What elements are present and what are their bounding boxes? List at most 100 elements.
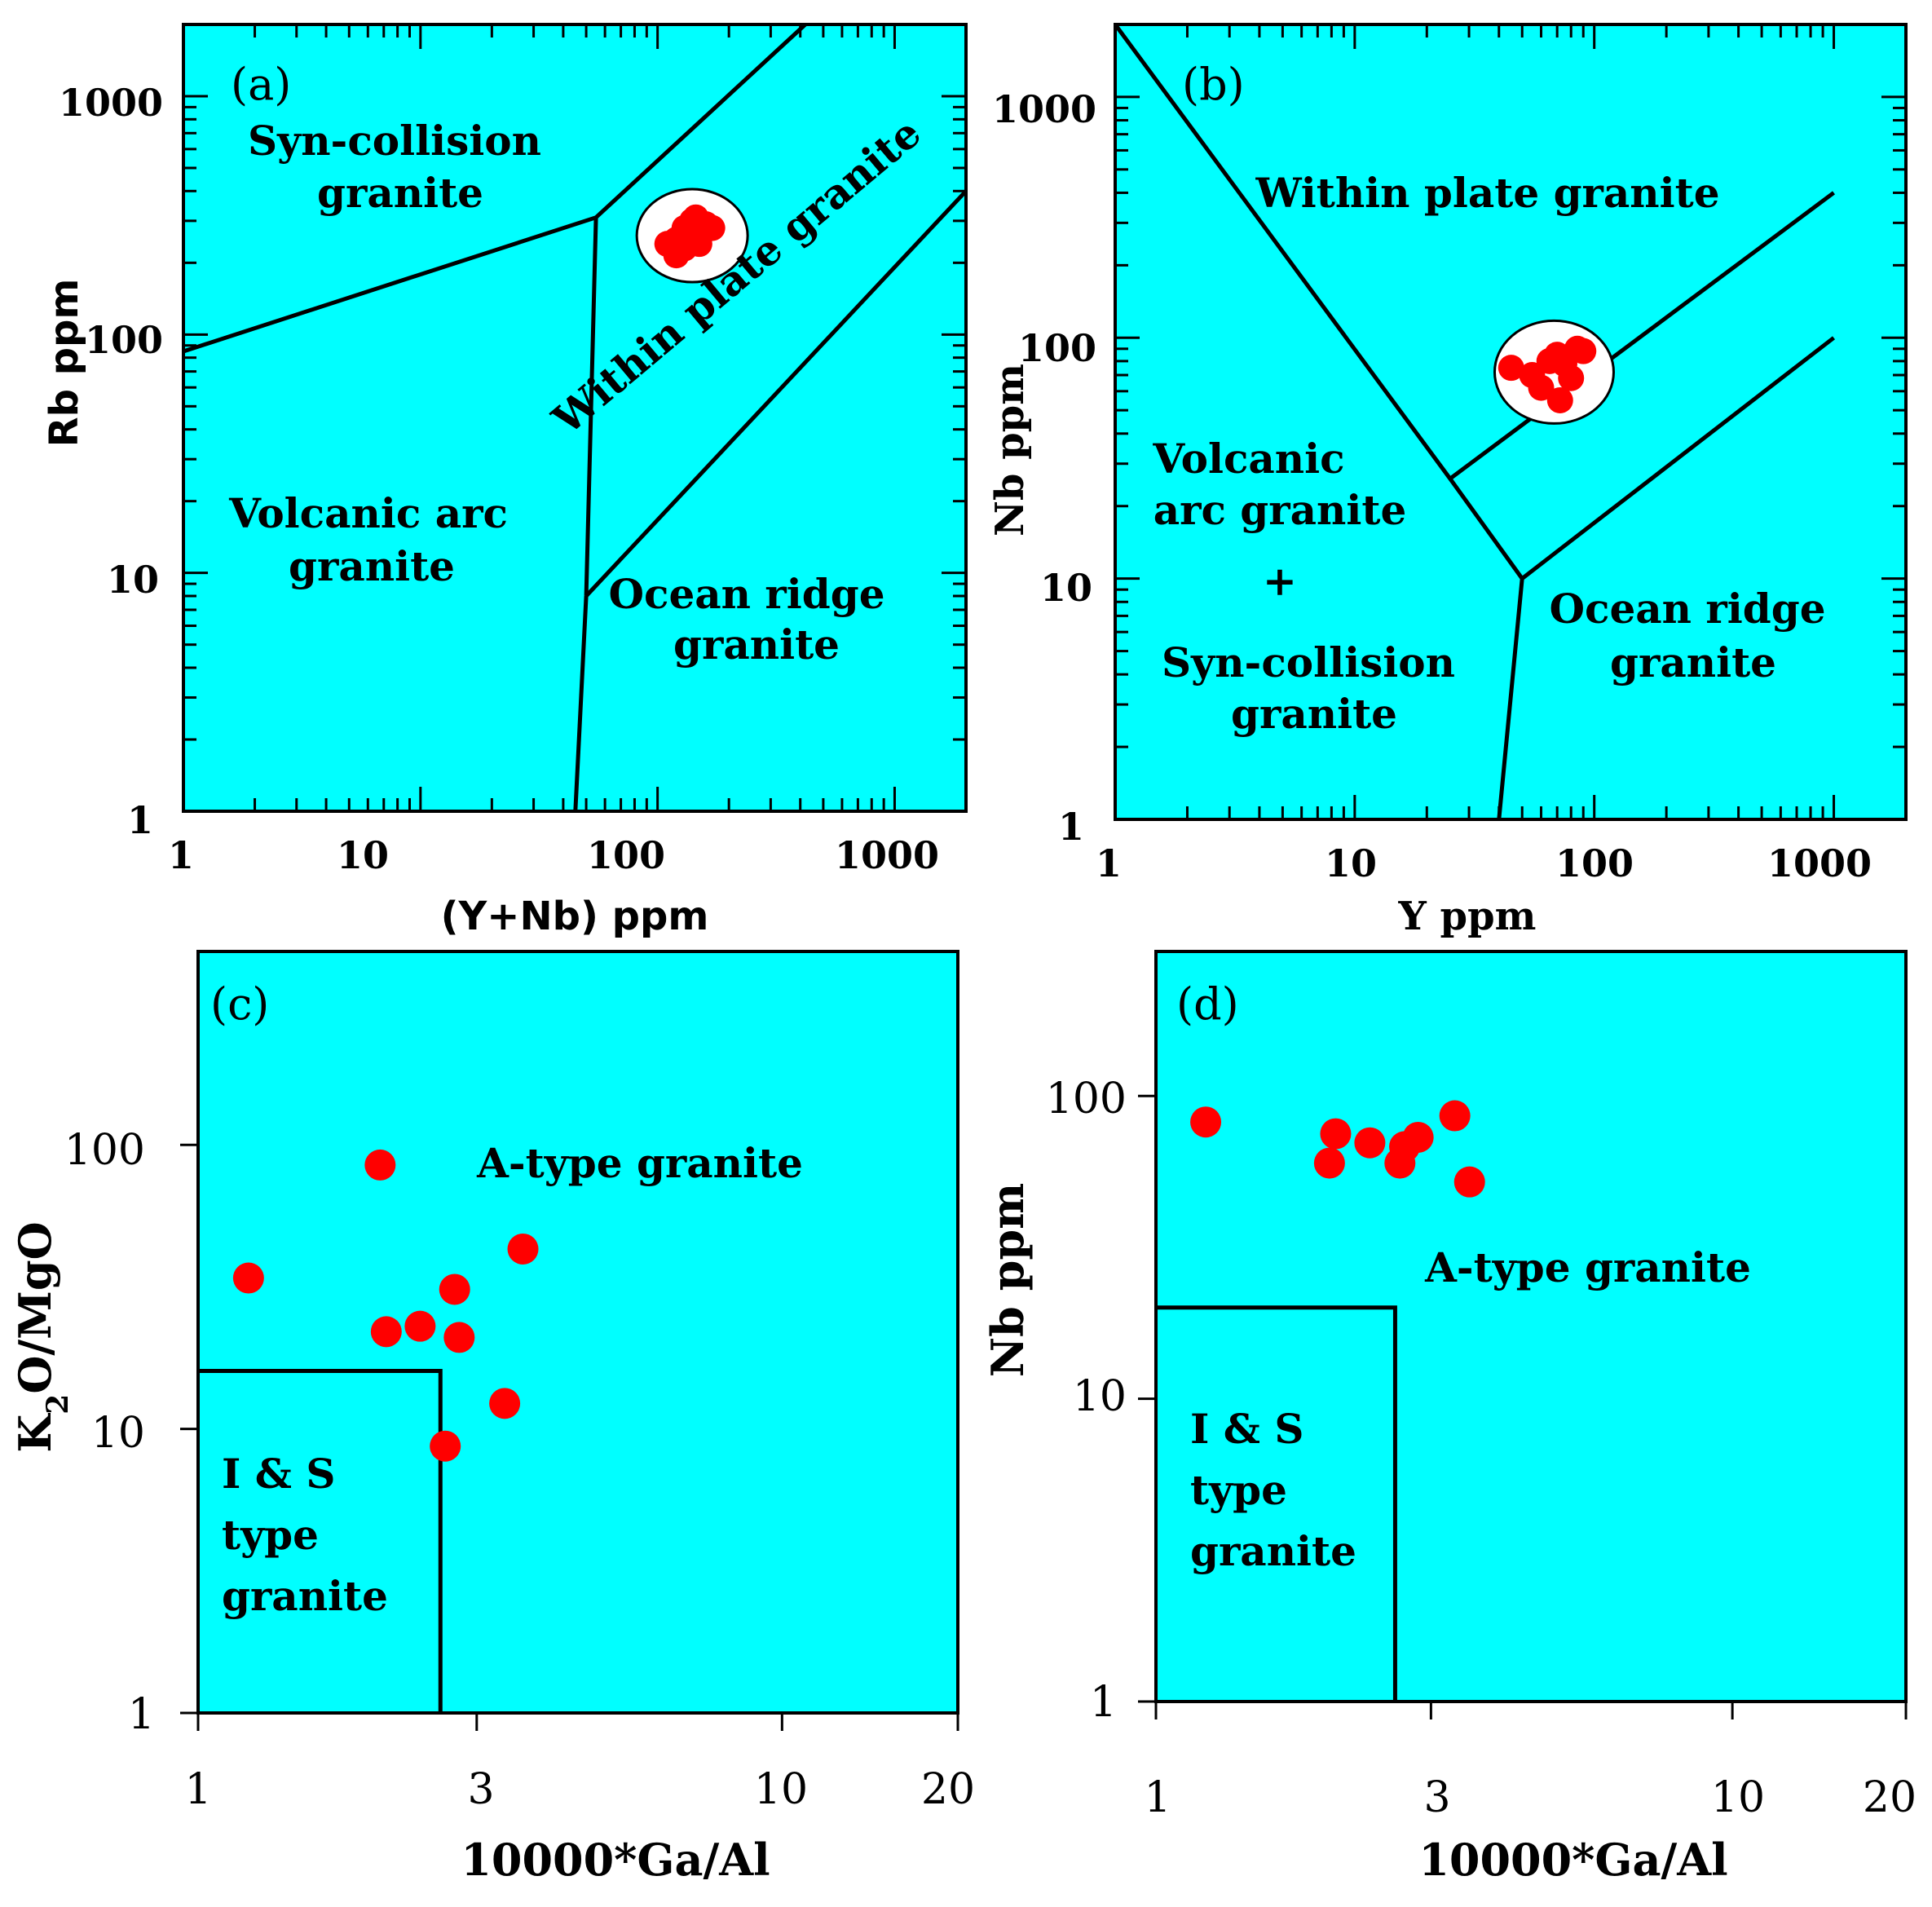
data-point [1453, 1166, 1485, 1198]
y-tick-label: 1 [128, 1690, 155, 1739]
y-tick-label: 10 [1073, 1372, 1127, 1421]
field-label-syn-collision-granite: granite [1231, 690, 1397, 738]
panel-c-k2o-mgo-vs-ga-al: (c) A-type granite I & S type granite 1 … [9, 950, 975, 1886]
panel-label: (b) [1182, 59, 1245, 110]
x-tick-label: 10 [1711, 1773, 1765, 1822]
plot-area [182, 23, 968, 813]
x-axis-title: (Y+Nb) ppm [441, 894, 709, 939]
x-tick-label: 3 [1423, 1773, 1450, 1822]
data-point [1402, 1121, 1434, 1153]
field-label-a-type: A-type granite [476, 1139, 803, 1187]
x-tick-labels: 1 10 100 1000 [168, 833, 939, 877]
field-label-ocean-ridge: Ocean ridge [1549, 585, 1825, 633]
field-label-i-s: I & S [1190, 1405, 1303, 1453]
y-tick-label: 10 [91, 1409, 145, 1458]
panel-label: (d) [1176, 978, 1239, 1030]
x-tick-label: 1000 [1767, 841, 1872, 885]
data-point [443, 1322, 475, 1353]
ticks [182, 23, 968, 813]
x-tick-label: 1 [1144, 1773, 1171, 1822]
data-point [675, 224, 702, 251]
data-points [1190, 1100, 1485, 1198]
field-label-i-s: I & S [222, 1450, 335, 1498]
data-point [1313, 1147, 1345, 1179]
y-axis-title: Nb ppm [981, 1183, 1034, 1378]
field-label-type: type [1190, 1466, 1287, 1514]
x-tick-labels: 1 3 10 20 [1144, 1773, 1917, 1822]
panel-b-nb-vs-y: (b) Within plate granite Volcanic arc gr… [987, 23, 1908, 939]
field-label-within-plate: Within plate granite [1255, 169, 1719, 217]
y-tick-labels: 1 10 100 [1046, 1075, 1127, 1727]
x-tick-label: 1 [184, 1765, 211, 1814]
x-tick-label: 10 [337, 833, 389, 877]
field-label-plus: + [1263, 557, 1297, 605]
y-tick-label: 1000 [59, 81, 163, 125]
x-tick-label: 20 [1863, 1773, 1917, 1822]
data-point [1570, 338, 1597, 364]
y-tick-label: 100 [1018, 326, 1096, 370]
data-point [1190, 1106, 1222, 1138]
data-point [430, 1430, 461, 1462]
boundary-line [1113, 23, 1524, 820]
y-tick-label: 1 [1090, 1678, 1117, 1727]
x-tick-labels: 1 3 10 20 [184, 1765, 975, 1814]
x-tick-label: 10 [1325, 841, 1377, 885]
i-s-type-boundary [1156, 1305, 1397, 1702]
data-point [1354, 1127, 1386, 1159]
i-s-type-boundary [198, 1369, 443, 1713]
data-point [682, 204, 709, 231]
data-point [1320, 1118, 1352, 1150]
field-label-syn-collision: Syn-collision [248, 117, 541, 165]
data-point [364, 1149, 396, 1181]
boundaries [1156, 1305, 1397, 1702]
y-tick-label: 10 [107, 558, 159, 602]
data-points [1498, 335, 1597, 413]
data-point [1528, 374, 1555, 401]
panel-label: (a) [231, 59, 291, 110]
boundaries [183, 23, 968, 812]
data-point [404, 1310, 436, 1342]
field-label-a-type: A-type granite [1424, 1243, 1751, 1291]
field-label-ocean-ridge: Ocean ridge [608, 570, 884, 618]
data-point [489, 1388, 521, 1419]
y-axis-title: Nb ppm [987, 364, 1033, 536]
data-point [1546, 386, 1573, 413]
x-tick-label: 20 [921, 1765, 975, 1814]
field-label-volcanic-arc: Volcanic arc [228, 489, 508, 537]
data-point [232, 1262, 264, 1294]
x-axis-title: 10000*Ga/Al [461, 1834, 770, 1886]
y-tick-labels: 1 10 100 1000 [992, 87, 1096, 849]
field-label-syn-collision: Syn-collision [1162, 638, 1455, 686]
data-point [1498, 355, 1524, 382]
y-tick-labels: 1 10 100 [64, 1126, 155, 1739]
field-label-ocean-ridge-granite: granite [673, 620, 840, 669]
y-tick-label: 10 [1040, 566, 1092, 610]
boundary-line [1449, 191, 1835, 481]
ticks [180, 1143, 959, 1731]
field-label-ocean-ridge-granite: granite [1610, 638, 1776, 686]
y-tick-label: 100 [85, 318, 163, 362]
y-axis-title: K2O/MgO [9, 1221, 75, 1452]
y-tick-label: 100 [64, 1126, 145, 1175]
data-points [232, 1149, 539, 1462]
data-point [507, 1233, 539, 1265]
x-tick-label: 1 [1096, 841, 1122, 885]
boundaries [1113, 23, 1836, 820]
data-point [654, 231, 681, 258]
x-tick-label: 100 [587, 833, 665, 877]
boundary-line [1520, 336, 1836, 580]
data-points [654, 204, 726, 269]
y-axis-title: Rb ppm [42, 279, 87, 448]
data-point [370, 1316, 402, 1348]
x-tick-label: 1000 [835, 833, 939, 877]
field-label-granite: granite [222, 1572, 388, 1620]
data-point [439, 1274, 470, 1305]
x-tick-label: 3 [467, 1765, 494, 1814]
panel-label: (c) [210, 978, 269, 1030]
field-label-arc-granite: arc granite [1153, 486, 1407, 534]
x-tick-label: 1 [168, 833, 194, 877]
x-axis-title: Y ppm [1398, 894, 1537, 939]
y-tick-label: 1 [127, 798, 153, 842]
boundary-line [584, 189, 968, 598]
